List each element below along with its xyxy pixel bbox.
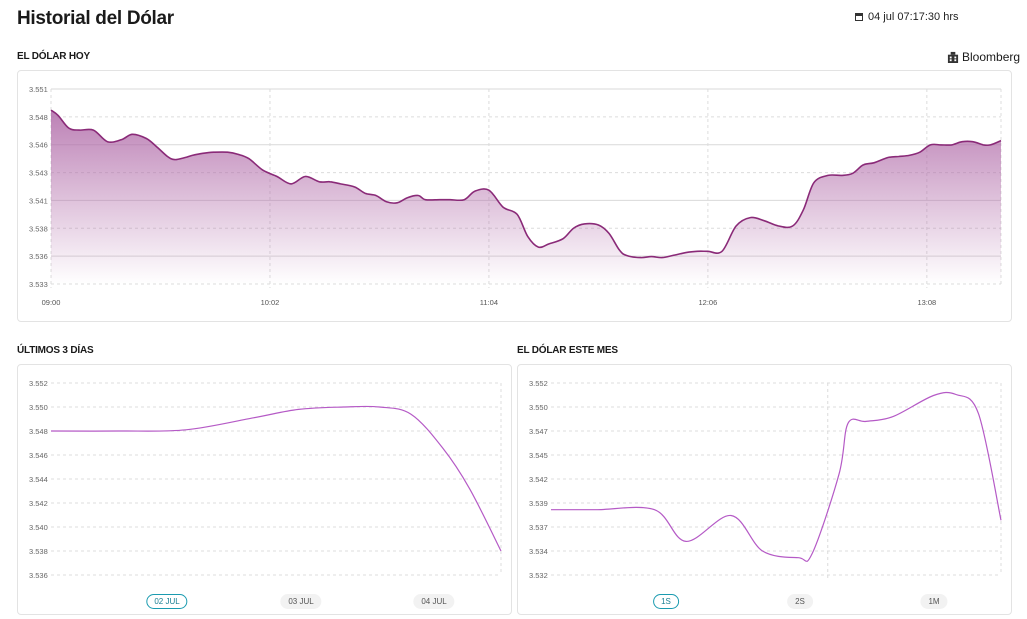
page-title: Historial del Dólar (17, 8, 174, 29)
x-tick-label: 13:08 (917, 298, 936, 307)
today-chart-card: 3.551 3.548 3.546 3.543 3.541 3.538 3.536 3.533… (17, 70, 1012, 322)
today-chart: 3.551 3.548 3.546 3.543 3.541 3.538 3.536 3.533… (29, 85, 1002, 307)
y-tick-label: 3.536 (29, 252, 48, 261)
y-tick-label: 3.546 (29, 141, 48, 150)
month-chart: 3.552 3.550 3.547 3.545 3.542 3.539 3.537 3.534… (529, 379, 1002, 580)
tab-04-jul[interactable]: 04 JUL (413, 594, 455, 609)
y-tick-label: 3.532 (529, 571, 548, 580)
y-tick-label: 3.548 (29, 427, 48, 436)
month-chart-card: 3.552 3.550 3.547 3.545 3.542 3.539 3.537 3.534… (517, 364, 1012, 615)
y-tick-label: 3.546 (29, 451, 48, 460)
y-tick-label: 3.542 (529, 475, 548, 484)
y-tick-label: 3.552 (529, 379, 548, 388)
y-tick-label: 3.541 (29, 196, 48, 205)
y-tick-label: 3.547 (529, 427, 548, 436)
building-icon (947, 51, 959, 63)
tab-03-jul[interactable]: 03 JUL (280, 594, 322, 609)
tab-1m[interactable]: 1M (920, 594, 948, 609)
y-tick-label: 3.538 (29, 224, 48, 233)
month-section-title: EL DÓLAR ESTE MES (517, 345, 618, 356)
y-tick-label: 3.538 (29, 547, 48, 556)
y-tick-label: 3.552 (29, 379, 48, 388)
tab-1s[interactable]: 1S (653, 594, 679, 609)
x-tick-label: 10:02 (261, 298, 280, 307)
three-days-section-title: ÚLTIMOS 3 DÍAS (17, 345, 94, 356)
source-label: Bloomberg (962, 50, 1021, 64)
three-days-chart-card: 3.552 3.550 3.548 3.546 3.544 3.542 3.540 3.538… (17, 364, 512, 615)
y-tick-label: 3.536 (29, 571, 48, 580)
x-tick-label: 11:04 (480, 298, 498, 307)
y-tick-label: 3.551 (29, 85, 48, 94)
y-tick-label: 3.537 (529, 523, 548, 532)
y-tick-label: 3.550 (29, 403, 48, 412)
y-tick-label: 3.540 (29, 523, 48, 532)
y-tick-label: 3.548 (29, 113, 48, 122)
timestamp: 04 jul 07:17:30 hrs (855, 11, 959, 23)
y-tick-label: 3.533 (29, 280, 48, 289)
series-area (51, 110, 1001, 284)
x-tick-label: 09:00 (42, 298, 61, 307)
y-tick-label: 3.539 (529, 499, 548, 508)
tab-2s[interactable]: 2S (787, 594, 813, 609)
y-tick-label: 3.534 (529, 547, 548, 556)
series-line (551, 391, 1002, 562)
y-tick-label: 3.545 (529, 451, 548, 460)
series-line (50, 405, 502, 552)
series-line (50, 109, 1002, 259)
three-days-chart: 3.552 3.550 3.548 3.546 3.544 3.542 3.540 3.538… (29, 379, 502, 580)
y-tick-label: 3.544 (29, 475, 48, 484)
x-tick-label: 12:06 (698, 298, 717, 307)
calendar-icon (855, 13, 863, 21)
y-tick-label: 3.550 (529, 403, 548, 412)
source-credit: Bloomberg (947, 50, 1020, 64)
tab-02-jul[interactable]: 02 JUL (146, 594, 188, 609)
timestamp-text: 04 jul 07:17:30 hrs (868, 11, 959, 23)
today-section-title: EL DÓLAR HOY (17, 51, 90, 62)
y-tick-label: 3.542 (29, 499, 48, 508)
y-tick-label: 3.543 (29, 169, 48, 178)
